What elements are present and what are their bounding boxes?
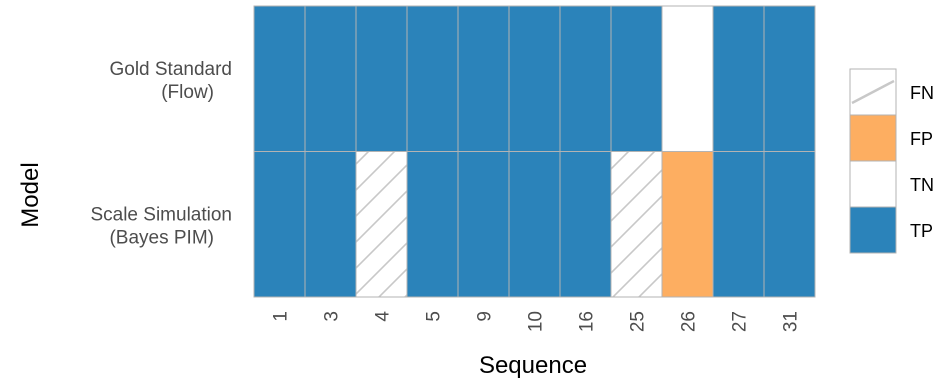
legend-label-fp: FP xyxy=(910,129,933,149)
heatmap-cell-31-2 xyxy=(763,151,816,298)
x-tick-label: 25 xyxy=(628,311,649,332)
row-label-line-1: Gold Standard xyxy=(109,59,232,80)
heatmap-cell-10-2 xyxy=(508,151,561,298)
heatmap-cell-9-1 xyxy=(457,5,510,152)
heatmap-cell-25-1 xyxy=(610,5,663,152)
legend-label-tp: TP xyxy=(910,221,933,241)
x-tick-label: 27 xyxy=(730,311,751,332)
legend-label-tn: TN xyxy=(910,175,934,195)
x-tick-label: 10 xyxy=(526,311,547,332)
x-tick-label: 1 xyxy=(271,311,292,322)
heatmap-cell-10-1 xyxy=(508,5,561,152)
heatmap-cell-26-1 xyxy=(661,5,714,152)
x-tick-label: 16 xyxy=(577,311,598,332)
heatmap-cell-9-2 xyxy=(457,151,510,298)
legend-key-tp xyxy=(849,206,897,254)
legend-key-tn xyxy=(849,160,897,208)
heatmap-cell-4-1 xyxy=(355,5,408,152)
row-labels: Gold Standard (Flow) Scale Simulation (Baye… xyxy=(90,59,232,249)
heatmap-cell-3-1 xyxy=(304,5,357,152)
heatmap-cells xyxy=(253,5,816,298)
heatmap-cell-16-2 xyxy=(559,151,612,298)
x-tick-labels: 1 3 4 5 9 10 16 25 26 27 31 xyxy=(271,311,802,333)
x-tick-label: 3 xyxy=(322,311,343,322)
row-label: Gold Standard (Flow) xyxy=(109,59,232,103)
heatmap-cell-3-2 xyxy=(304,151,357,298)
heatmap-cell-31-1 xyxy=(763,5,816,152)
heatmap-cell-27-1 xyxy=(712,5,765,152)
x-tick-label: 31 xyxy=(781,311,802,332)
x-tick-label: 9 xyxy=(475,311,496,322)
heatmap-cell-27-2 xyxy=(712,151,765,298)
heatmap-cell-5-1 xyxy=(406,5,459,152)
legend-label-fn: FN xyxy=(910,83,934,103)
heatmap-cell-1-1 xyxy=(253,5,306,152)
legend-key-fp xyxy=(849,114,897,162)
row-label-line-2: (Bayes PIM) xyxy=(109,227,214,248)
heatmap-cell-4-2 xyxy=(355,151,408,298)
x-tick-label: 4 xyxy=(373,311,394,322)
heatmap-cell-1-2 xyxy=(253,151,306,298)
heatmap-cell-5-2 xyxy=(406,151,459,298)
legend-hatch-mark xyxy=(851,79,895,105)
heatmap-cell-26-2 xyxy=(661,151,714,298)
row-label-line-2: (Flow) xyxy=(161,82,214,103)
legend: FN FP TN TP xyxy=(849,68,934,254)
heatmap-cell-25-2 xyxy=(610,151,663,298)
x-tick-label: 5 xyxy=(424,311,445,322)
y-axis-title: Model xyxy=(17,162,44,227)
row-label: Scale Simulation (Bayes PIM) xyxy=(90,204,232,248)
row-label-line-1: Scale Simulation xyxy=(90,204,232,225)
heatmap-cell-16-1 xyxy=(559,5,612,152)
x-axis-title: Sequence xyxy=(479,352,587,379)
x-tick-label: 26 xyxy=(679,311,700,332)
